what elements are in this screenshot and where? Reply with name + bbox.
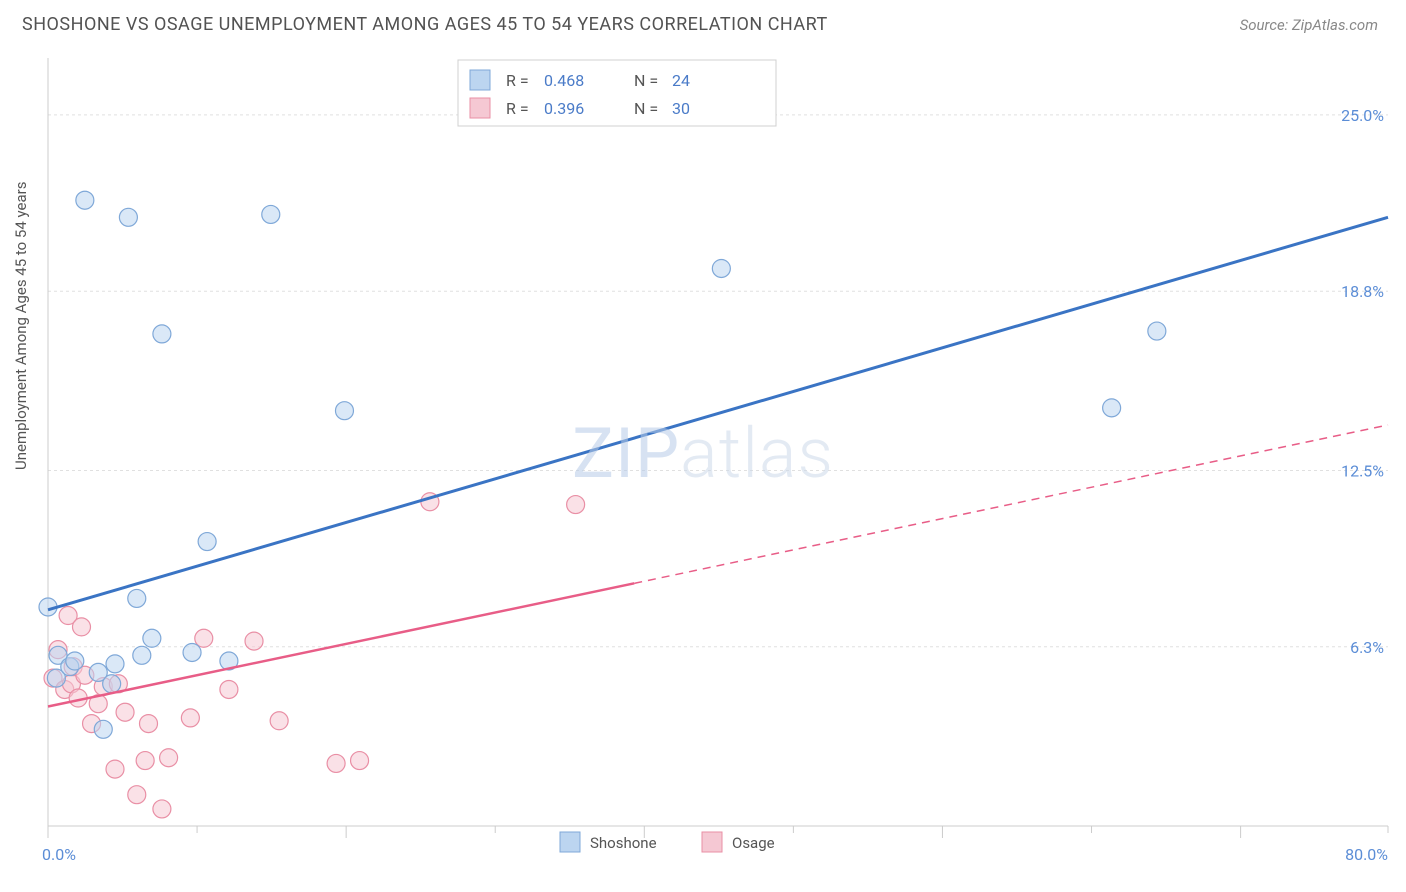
svg-text:0.396: 0.396 (544, 99, 584, 118)
axes (48, 58, 1388, 826)
svg-text:R =: R = (506, 99, 529, 118)
svg-text:N =: N = (634, 99, 658, 118)
y-tick-label: 6.3% (1350, 638, 1384, 657)
legend-series: Shoshone Osage (560, 832, 775, 852)
legend-label: Shoshone (590, 834, 657, 852)
y-tick-label: 18.8% (1341, 282, 1384, 301)
chart-svg: 6.3% 12.5% 18.8% 25.0% 0.0% 80.0% R = 0.468 N = 2… (0, 50, 1406, 892)
svg-text:N =: N = (634, 71, 658, 90)
scatter-osage (44, 493, 585, 818)
svg-text:R =: R = (506, 71, 529, 90)
x-max-label: 80.0% (1345, 845, 1388, 864)
source-attribution: Source: ZipAtlas.com (1240, 16, 1378, 34)
svg-text:24: 24 (672, 71, 690, 90)
chart-title: SHOSHONE VS OSAGE UNEMPLOYMENT AMONG AGE… (22, 14, 828, 35)
legend-correlation: R = 0.468 N = 24 R = 0.396 N = 30 (458, 60, 776, 126)
gridlines (48, 115, 1388, 647)
trendline-osage-dashed (634, 425, 1388, 583)
x-min-label: 0.0% (42, 845, 76, 864)
scatter-shoshone (39, 191, 1166, 738)
svg-text:0.468: 0.468 (544, 71, 584, 90)
svg-text:30: 30 (672, 99, 690, 118)
y-tick-label: 25.0% (1341, 106, 1384, 125)
y-tick-label: 12.5% (1341, 461, 1384, 480)
legend-label: Osage (732, 834, 775, 852)
chart-area: Unemployment Among Ages 45 to 54 years 6… (0, 50, 1406, 892)
